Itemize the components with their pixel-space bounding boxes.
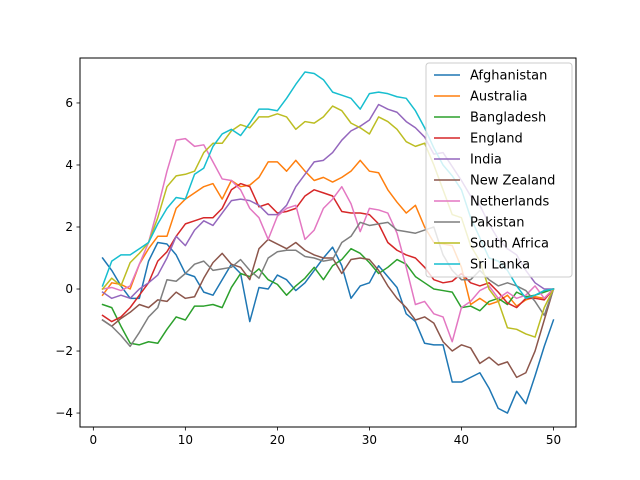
legend-label: Bangladesh xyxy=(470,111,546,126)
legend-label: India xyxy=(470,153,502,168)
x-axis: 0 10 20 30 40 50 xyxy=(90,427,561,447)
legend-box xyxy=(425,62,573,278)
y-tick-label: 4 xyxy=(65,158,73,172)
y-axis: −4 −2 0 2 4 6 xyxy=(55,96,80,420)
legend-label: Australia xyxy=(470,90,528,105)
y-tick-label: 0 xyxy=(65,282,73,296)
series-line-3 xyxy=(101,182,555,323)
legend-label: Pakistan xyxy=(470,216,524,231)
legend: Afghanistan Australia Bangladesh England Ind… xyxy=(425,62,573,278)
x-tick-label: 40 xyxy=(454,433,469,447)
x-tick-label: 50 xyxy=(546,433,561,447)
legend-label: Netherlands xyxy=(470,195,549,210)
y-tick-label: 6 xyxy=(65,96,73,110)
x-tick-label: 10 xyxy=(178,433,193,447)
legend-label: Sri Lanka xyxy=(470,258,530,273)
series-line-1 xyxy=(101,159,555,307)
x-tick-label: 0 xyxy=(90,433,98,447)
plot-frame xyxy=(79,57,577,428)
legend-label: England xyxy=(470,132,523,147)
y-tick-label: −4 xyxy=(55,406,73,420)
y-tick-label: −2 xyxy=(55,344,73,358)
y-tick-label: 2 xyxy=(65,220,73,234)
series-line-6 xyxy=(101,137,555,343)
series-line-0 xyxy=(101,241,555,414)
series-line-5 xyxy=(101,238,555,379)
legend-label: South Africa xyxy=(470,237,549,252)
x-tick-label: 30 xyxy=(362,433,377,447)
x-tick-label: 20 xyxy=(270,433,285,447)
legend-label: Afghanistan xyxy=(470,69,547,84)
legend-label: New Zealand xyxy=(470,174,555,189)
series-line-2 xyxy=(101,247,555,346)
